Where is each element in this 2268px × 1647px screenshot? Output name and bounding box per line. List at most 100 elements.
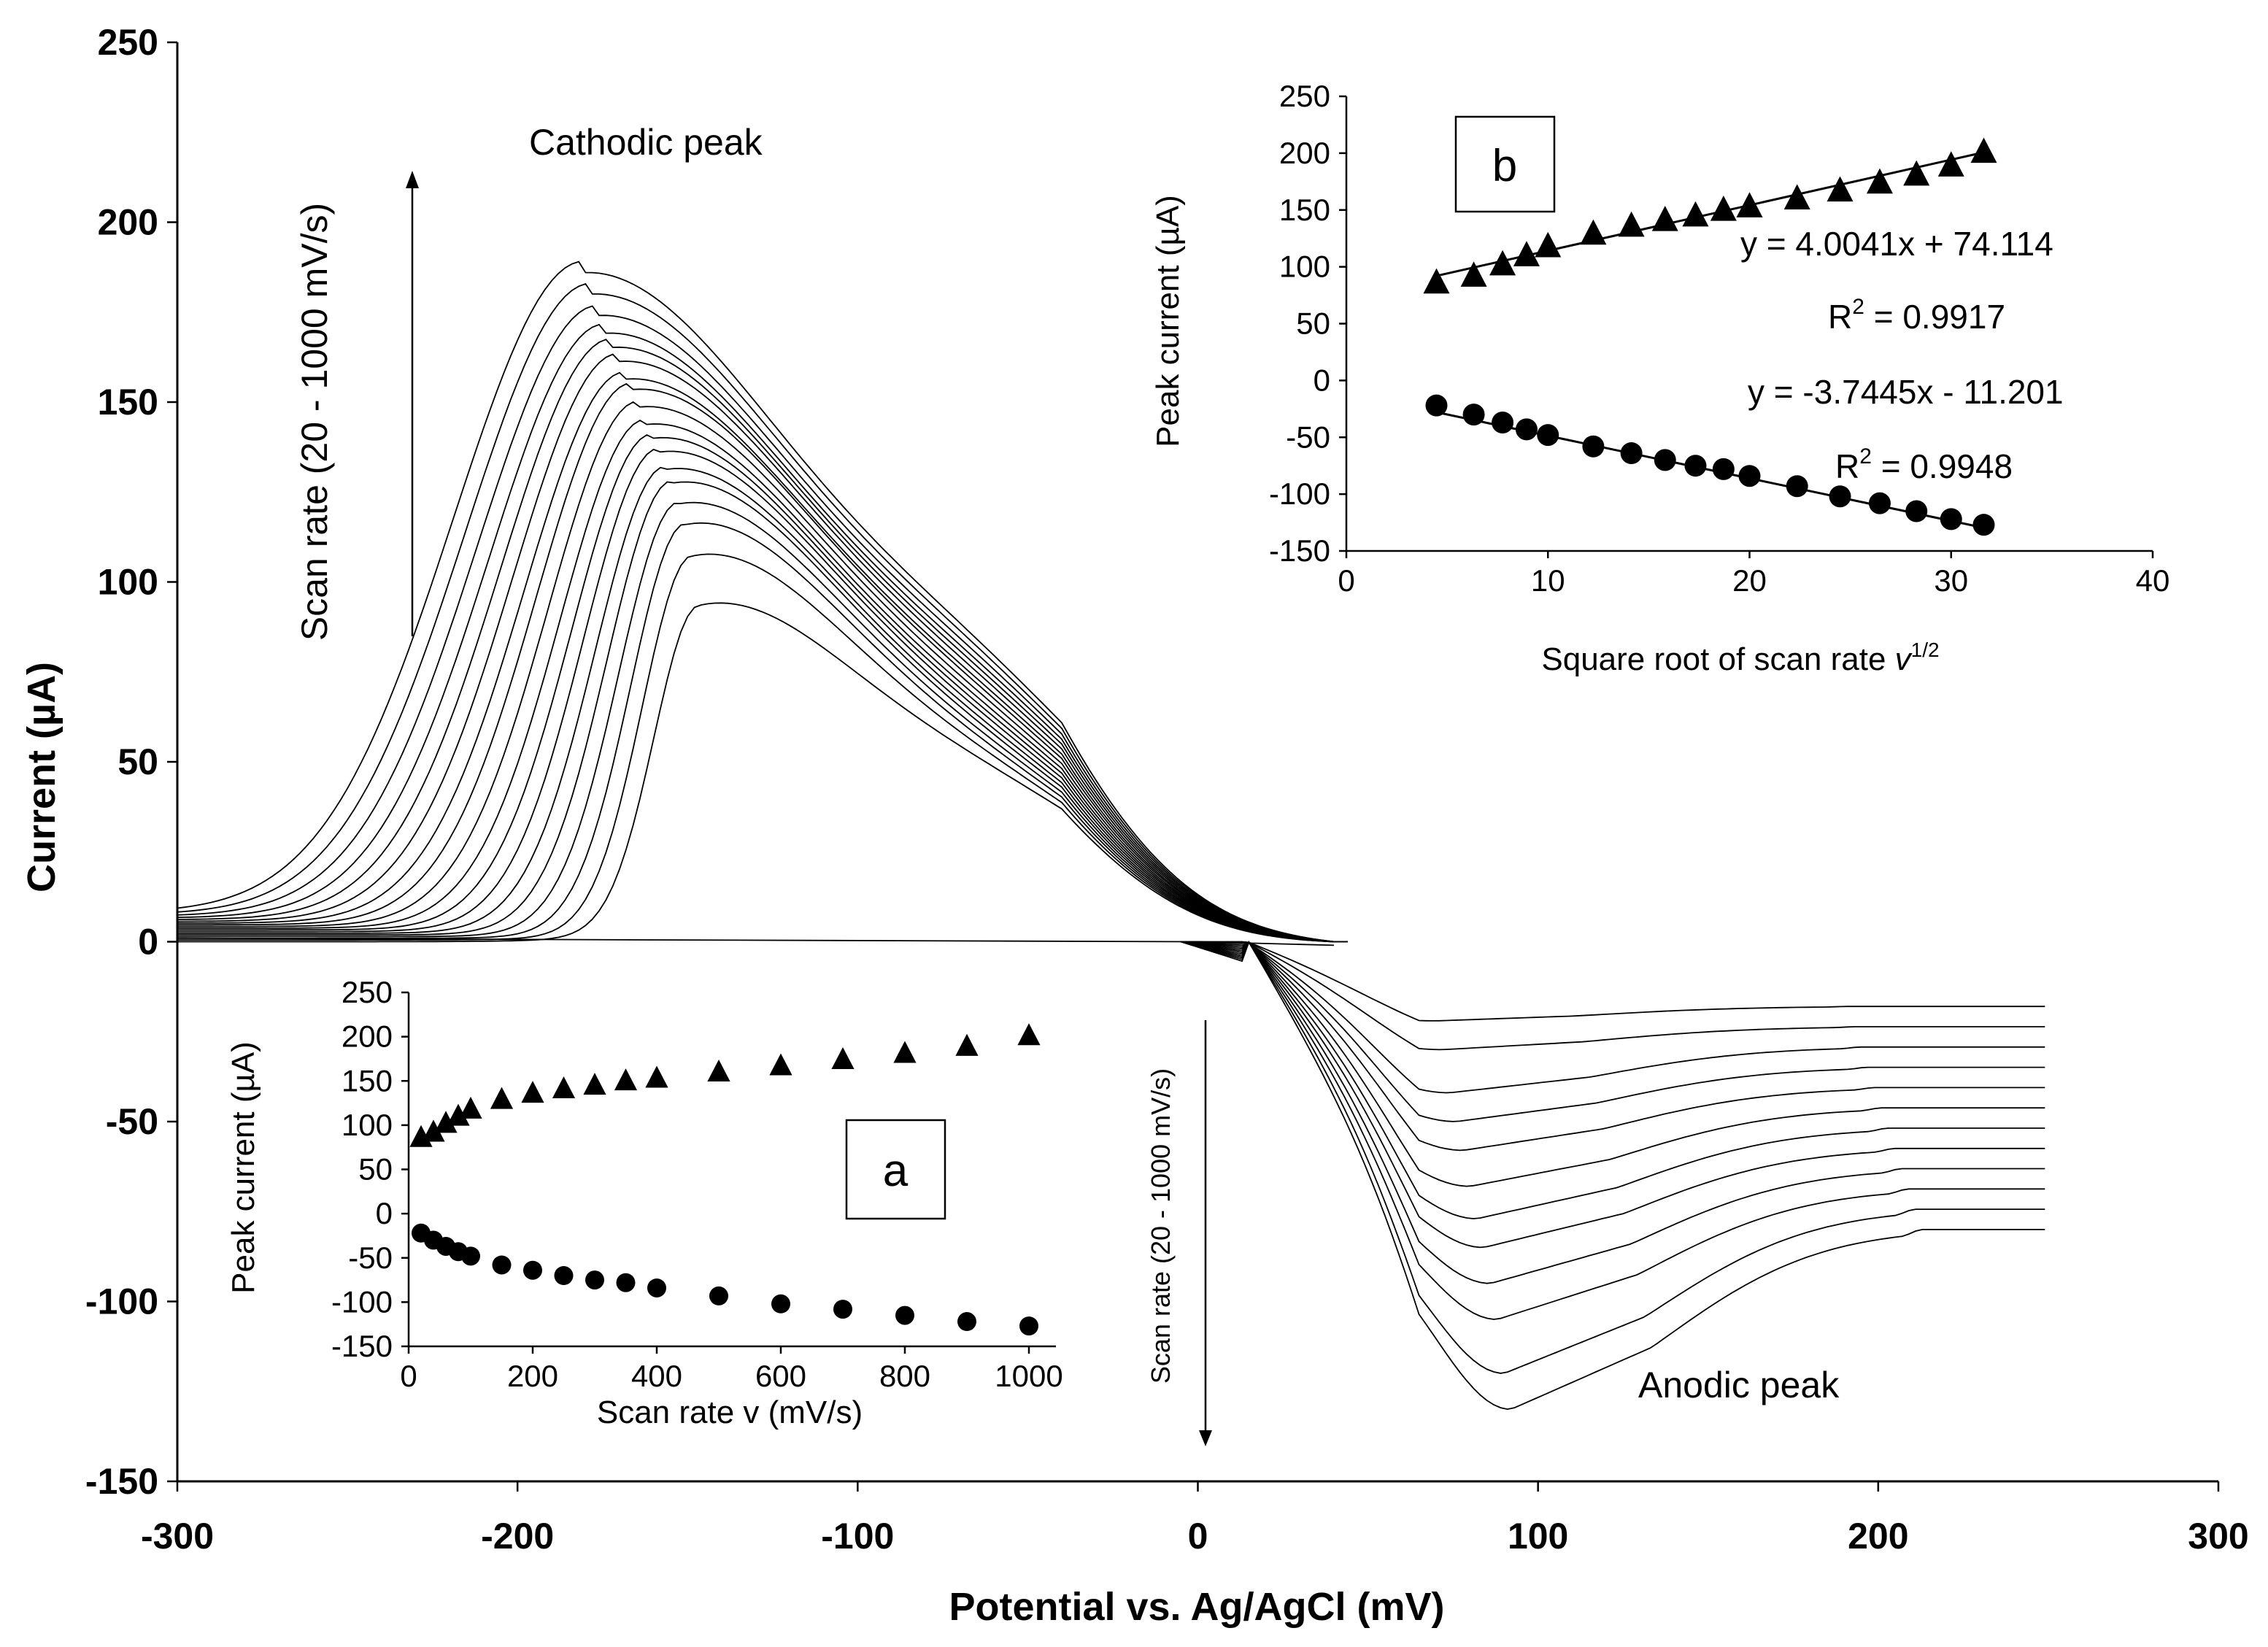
cathodic-trace [177, 433, 1348, 943]
scan-rate-down-label: Scan rate (20 - 1000 mV/s) [1146, 1068, 1176, 1384]
inset-b-circle-point [1620, 442, 1643, 465]
inset-a: -150 -100 -50 0 50 100 150 200 250 0 200 400 600 800… [225, 975, 1068, 1430]
inset-b-y-tick-label: -150 [1269, 533, 1330, 568]
baseline-trace [177, 937, 1335, 946]
r2-cathodic-sup: 2 [1852, 295, 1864, 319]
inset-b-x-tick-label: 10 [1531, 563, 1565, 598]
main-y-tick-label: 200 [98, 202, 158, 243]
inset-b-x-tick-label: 0 [1338, 563, 1354, 598]
inset-a-circle-point [616, 1273, 636, 1292]
inset-b-x-axis-title: Square root of scan rate v1/2 [1541, 639, 1939, 677]
anodic-trace [1181, 941, 2045, 1094]
inset-b-x-title-text: Square root of scan rate [1541, 641, 1894, 677]
inset-a-y-tick-label: 100 [342, 1108, 393, 1142]
main-y-tick-label: 250 [98, 22, 158, 63]
cathodic-trace [177, 353, 1348, 943]
inset-a-triangle-point [707, 1059, 730, 1081]
inset-b-data-points [1423, 137, 1997, 536]
inset-b-y-tick-label: 150 [1279, 193, 1330, 227]
inset-b-circle-point [1712, 458, 1735, 480]
inset-a-circle-point [1019, 1316, 1038, 1336]
cathodic-trace [177, 305, 1348, 943]
inset-a-circle-point [461, 1246, 480, 1266]
inset-b-triangle-point [1682, 201, 1709, 227]
main-x-tick-label: 100 [1508, 1516, 1568, 1557]
inset-a-triangle-point [955, 1033, 979, 1056]
inset-a-circle-point [895, 1305, 914, 1325]
main-y-tick-label: 50 [117, 741, 158, 782]
inset-b-circle-point [1582, 435, 1605, 458]
inset-b-circle-point [1738, 465, 1761, 487]
inset-b-x-title-symbol: v [1895, 641, 1913, 677]
inset-b-triangle-point [1651, 205, 1678, 231]
inset-b-circle-point [1786, 475, 1808, 498]
inset-a-circle-point [523, 1260, 542, 1280]
inset-a-circle-point [492, 1255, 512, 1275]
inset-a-triangle-point [614, 1068, 638, 1091]
anodic-trace [1181, 941, 2045, 1122]
inset-a-y-tick-label: 0 [376, 1196, 393, 1230]
inset-b-triangle-point [1827, 176, 1854, 202]
inset-a-triangle-point [583, 1073, 606, 1095]
cathodic-trace [177, 602, 1348, 943]
cathodic-trace [177, 466, 1348, 943]
inset-b-y-tick-label: 50 [1296, 306, 1330, 341]
cathodic-trace [177, 401, 1348, 943]
main-y-tick-label: 150 [98, 382, 158, 423]
anodic-trace [1181, 941, 2045, 1152]
anodic-trace [1181, 941, 2045, 1219]
inset-b-triangle-point [1423, 268, 1450, 294]
inset-b-y-tick-label: -100 [1269, 477, 1330, 511]
main-y-tick-label: -100 [85, 1281, 158, 1322]
cathodic-trace [177, 419, 1348, 943]
inset-b-triangle-point [1866, 168, 1893, 194]
main-x-tick-label: -100 [821, 1516, 894, 1557]
inset-b-x-ticks: 0 10 20 30 40 [1338, 551, 2169, 598]
inset-b-x-tick-label: 20 [1732, 563, 1767, 598]
inset-b-y-tick-label: 100 [1279, 250, 1330, 284]
inset-b-circle-point [1425, 394, 1448, 417]
inset-b-circle-point [1684, 455, 1707, 477]
inset-b-label-box [1454, 115, 1556, 213]
inset-a-circle-point [771, 1294, 790, 1314]
inset-a-x-axis-title: Scan rate v (mV/s) [597, 1395, 863, 1430]
fit-equation-anodic: y = -3.7445x - 11.201 [1748, 373, 2064, 411]
inset-b-circle-point [1940, 508, 1962, 531]
inset-a-y-tick-label: 50 [358, 1152, 393, 1187]
inset-a-triangle-point [831, 1046, 855, 1070]
r2-anodic-value: = 0.9948 [1872, 447, 2013, 485]
fit-equation-cathodic: y = 4.0041x + 74.114 [1740, 225, 2053, 263]
inset-a-circle-point [647, 1278, 666, 1297]
r2-cathodic-prefix: R [1828, 298, 1852, 336]
cathodic-trace [177, 323, 1348, 943]
inset-b-label: b [1492, 141, 1517, 191]
anodic-trace [1181, 941, 2045, 1187]
inset-a-circle-point [957, 1312, 976, 1332]
inset-a-y-axis-title: Peak current (µA) [225, 1041, 261, 1294]
main-x-tick-label: 300 [2188, 1516, 2248, 1557]
main-x-tick-label: -300 [141, 1516, 214, 1557]
main-x-tick-label: -200 [481, 1516, 554, 1557]
inset-b-y-axis-title: Peak current (µA) [1150, 195, 1186, 447]
cathodic-peak-label: Cathodic peak [529, 122, 763, 163]
inset-a-y-tick-label: -100 [331, 1284, 393, 1319]
r-squared-cathodic: R2 = 0.9917 [1828, 295, 2005, 336]
voltammogram-curves [177, 261, 2045, 1411]
inset-b-circle-point [1492, 412, 1514, 434]
inset-a-y-tick-label: 250 [342, 975, 393, 1009]
inset-b-triangle-point [1937, 151, 1964, 177]
inset-b-circle-point [1515, 418, 1538, 441]
inset-b-x-tick-label: 30 [1934, 563, 1968, 598]
scan-rate-down-arrowhead [1199, 1430, 1212, 1446]
inset-b-x-title-sup: 1/2 [1911, 639, 1940, 661]
inset-a-data-points [409, 1023, 1041, 1336]
inset-b-triangle-point [1489, 250, 1516, 276]
anodic-trace [1180, 941, 2045, 1320]
inset-a-triangle-point [893, 1041, 917, 1063]
inset-a-circle-point [585, 1270, 604, 1290]
anodic-trace [1180, 941, 2045, 1284]
main-y-tick-label: 0 [138, 922, 158, 963]
inset-a-y-tick-label: -50 [348, 1241, 393, 1275]
inset-b-y-tick-label: 250 [1279, 79, 1330, 113]
inset-b-y-tick-label: 0 [1314, 363, 1330, 397]
